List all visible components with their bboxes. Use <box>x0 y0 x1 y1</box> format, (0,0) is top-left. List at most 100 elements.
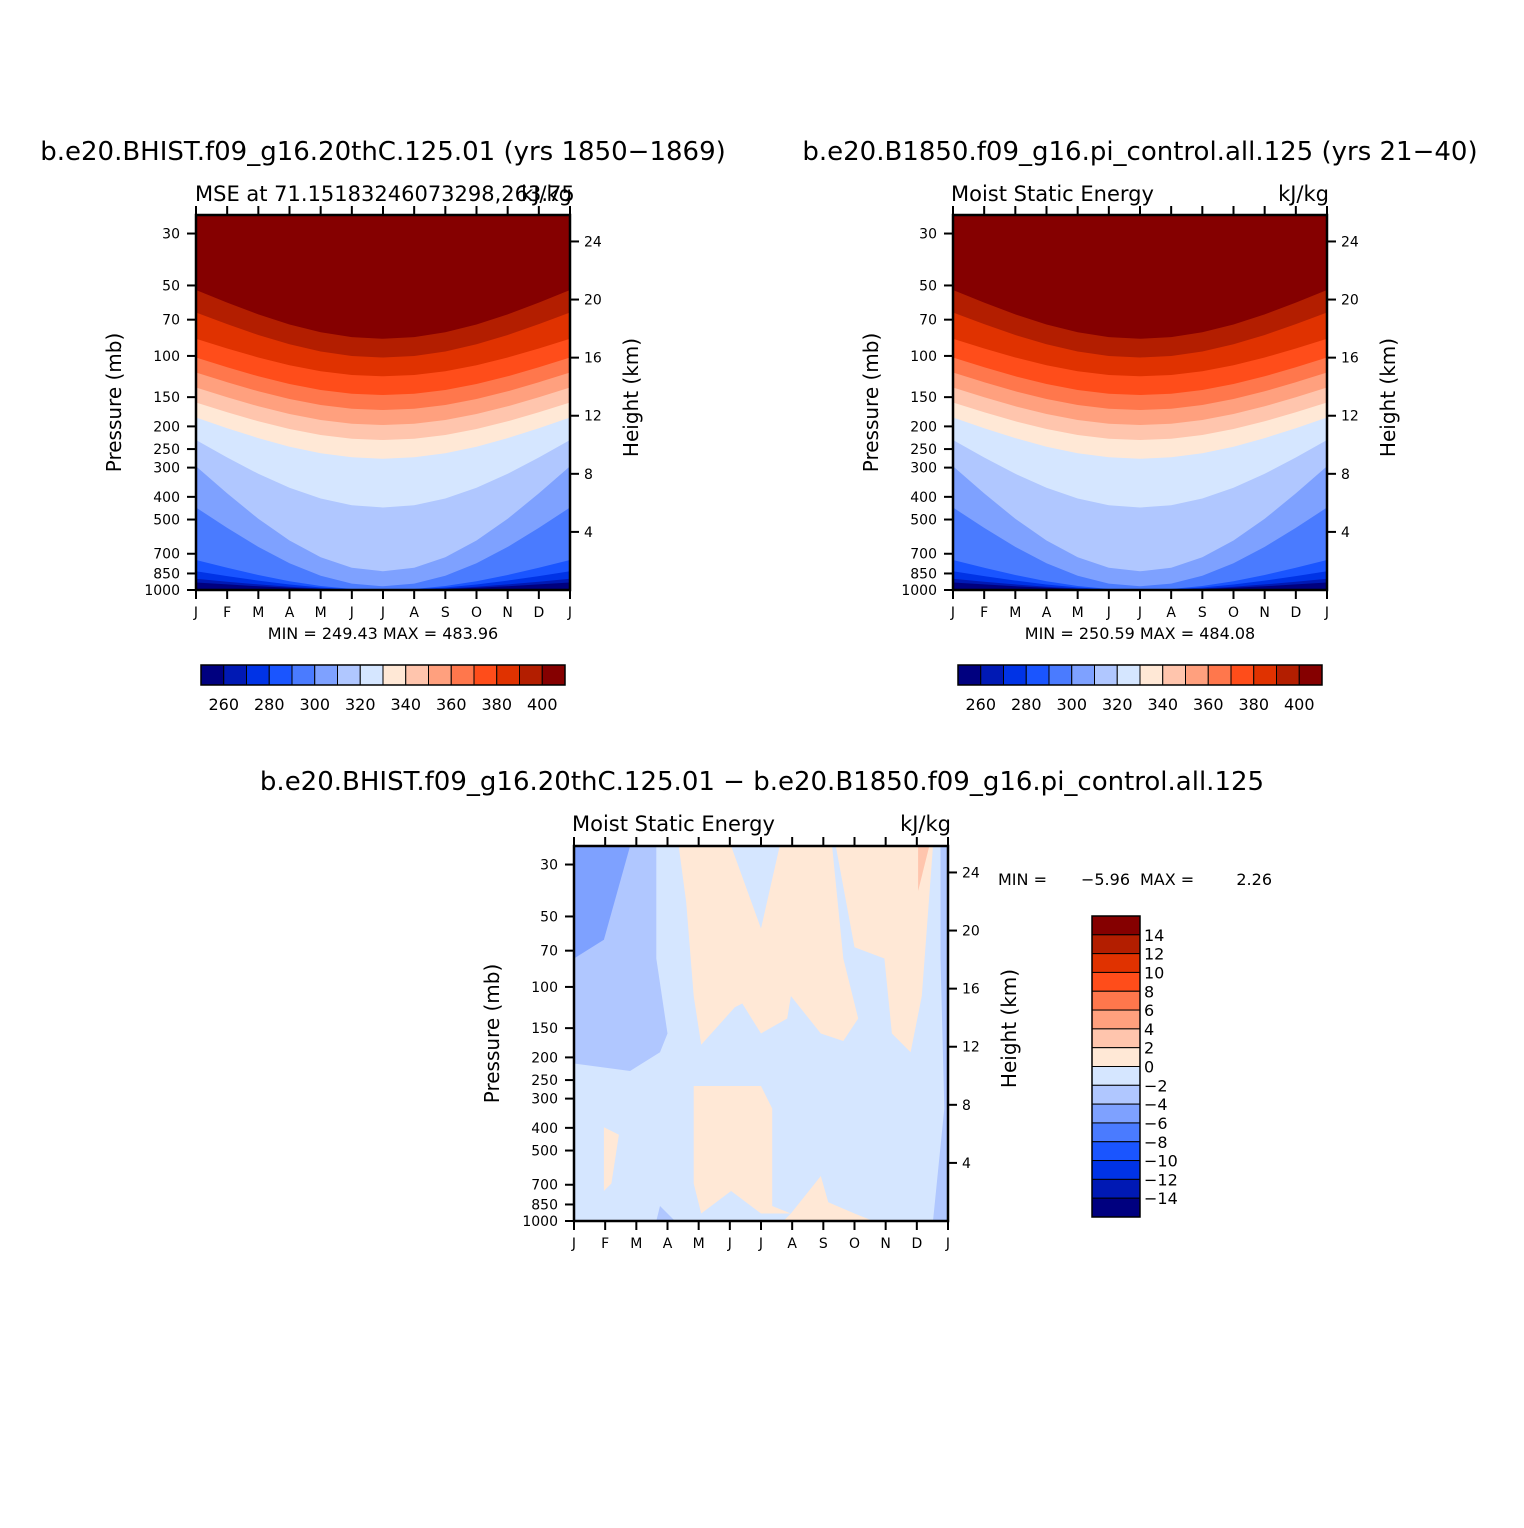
colorbar-swatch <box>1091 971 1141 992</box>
colorbar-label: 400 <box>1284 695 1315 714</box>
x-tick-label: N <box>1259 605 1269 621</box>
contour-band <box>196 571 570 590</box>
y-tick-label: 700 <box>910 547 937 563</box>
panel-left-label-historical: MSE at 71.15183246073298,263.75 <box>195 182 575 206</box>
colorbar-label: −2 <box>1144 1076 1168 1095</box>
x-tick-label: A <box>1166 605 1176 621</box>
colorbar-swatch <box>450 664 475 686</box>
colorbar-label: 380 <box>1238 695 1269 714</box>
y2-tick-label: 4 <box>1341 525 1350 541</box>
colorbar-historical: 260 280 300 320 340 360 380 400 <box>200 664 566 714</box>
contour-band <box>693 1086 791 1214</box>
colorbar-label: 14 <box>1144 926 1164 945</box>
contour-band <box>196 466 570 590</box>
colorbar-label: 10 <box>1144 963 1164 982</box>
colorbar-swatch <box>541 664 566 686</box>
y2-axis-label: Height (km) <box>997 969 1021 1088</box>
colorbar-swatch <box>223 664 247 686</box>
panel-title-historical: b.e20.BHIST.f09_g16.20thC.125.01 (yrs 18… <box>40 137 726 167</box>
y-tick-label: 850 <box>910 566 937 582</box>
x-tick-label: A <box>787 1236 797 1252</box>
y-tick-label: 200 <box>153 419 180 435</box>
contour-band <box>953 578 1327 590</box>
x-tick-label: F <box>980 605 988 621</box>
x-tick-label: M <box>1072 605 1084 621</box>
colorbar-label: 0 <box>1144 1058 1154 1077</box>
colorbar-swatch <box>1025 664 1050 686</box>
panel-title-difference: b.e20.BHIST.f09_g16.20thC.125.01 − b.e20… <box>260 767 1264 797</box>
y-tick-label: 850 <box>153 566 180 582</box>
y-tick-label: 200 <box>910 419 937 435</box>
colorbar-label: 400 <box>527 695 558 714</box>
colorbar-label: −14 <box>1144 1189 1178 1208</box>
y-tick-label: 500 <box>910 513 937 529</box>
colorbar-swatch <box>200 664 225 686</box>
contour-band <box>953 507 1327 590</box>
x-tick-label: S <box>1198 605 1207 621</box>
y2-axis-label: Height (km) <box>1376 338 1400 457</box>
x-tick-label: A <box>1042 605 1052 621</box>
stats-max-label-difference: MAX = <box>1140 870 1194 889</box>
y2-axis-label: Height (km) <box>619 338 643 457</box>
colorbar-swatch <box>1185 664 1209 686</box>
colorbar-label: −8 <box>1144 1133 1168 1152</box>
y-tick-label: 500 <box>531 1144 558 1160</box>
colorbar-swatch <box>1091 1066 1141 1086</box>
y2-tick-label: 24 <box>962 865 980 881</box>
contour-band <box>953 466 1327 590</box>
contour-band <box>783 1176 874 1221</box>
y-tick-label: 1000 <box>144 583 180 599</box>
contour-band <box>918 846 930 891</box>
colorbar-swatch <box>428 664 452 686</box>
x-tick-label: M <box>693 1236 705 1252</box>
contour-band <box>196 560 570 590</box>
colorbar-swatch <box>1091 934 1141 955</box>
contour-plot-control: J F M A M J J A S O N D J 30 50 70 100 150 200 250 300 400 500… <box>859 206 1400 621</box>
contour-band <box>953 582 1327 590</box>
colorbar-swatch <box>1091 1141 1141 1162</box>
y2-tick-label: 20 <box>1341 293 1359 309</box>
colorbar-swatch <box>1091 915 1141 936</box>
y-tick-label: 50 <box>162 278 180 294</box>
y-tick-label: 70 <box>162 313 180 329</box>
colorbar-label: 2 <box>1144 1039 1154 1058</box>
colorbar-swatch <box>1091 1084 1141 1105</box>
colorbar-swatch <box>1139 664 1164 686</box>
x-tick-label: J <box>571 1236 576 1252</box>
x-tick-label: S <box>819 1236 828 1252</box>
contour-band <box>933 846 948 1221</box>
x-tick-label: J <box>1324 605 1329 621</box>
colorbar-swatch <box>1094 664 1118 686</box>
colorbar-label: 6 <box>1144 1001 1154 1020</box>
y-tick-label: 300 <box>531 1092 558 1108</box>
contour-band <box>953 571 1327 590</box>
stats-historical: MIN = 249.43 MAX = 483.96 <box>268 624 498 643</box>
colorbar-swatch <box>473 664 498 686</box>
contour-band <box>196 507 570 590</box>
y-tick-label: 100 <box>531 980 558 996</box>
y-axis-label: Pressure (mb) <box>480 964 504 1104</box>
colorbar-swatch <box>1116 664 1141 686</box>
colorbar-label: 8 <box>1144 982 1154 1001</box>
y-tick-label: 30 <box>919 227 937 243</box>
y-tick-label: 1000 <box>522 1214 558 1230</box>
colorbar-frame <box>200 664 566 686</box>
y2-tick-label: 8 <box>584 467 593 483</box>
colorbar-swatch <box>1091 1028 1141 1049</box>
y2-tick-label: 24 <box>584 234 602 250</box>
colorbar-label: −4 <box>1144 1095 1168 1114</box>
contour-band <box>678 846 859 1045</box>
colorbar-label: 320 <box>1102 695 1133 714</box>
colorbar-swatch <box>1276 664 1300 686</box>
colorbar-swatch <box>1003 664 1027 686</box>
contour-plot-historical: J F M A M J J A S O N D J 30 50 70 100 150 200 250 300 400 500… <box>102 206 643 621</box>
colorbar-swatch <box>246 664 270 686</box>
y2-tick-label: 12 <box>962 1040 980 1056</box>
x-tick-label: J <box>567 605 572 621</box>
contour-band <box>953 560 1327 590</box>
colorbar-swatch <box>359 664 384 686</box>
y-tick-label: 300 <box>910 461 937 477</box>
stats-min-label-difference: MIN = <box>998 870 1047 889</box>
colorbar-swatch <box>1091 1160 1141 1180</box>
